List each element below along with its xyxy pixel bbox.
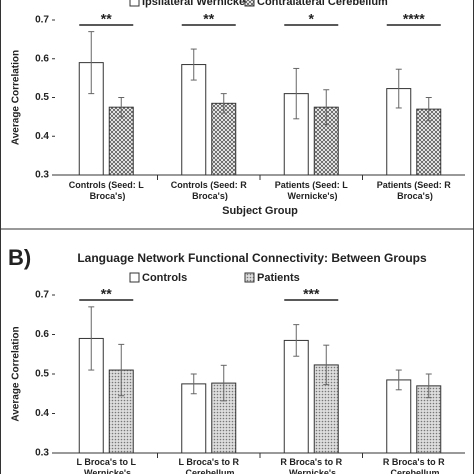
significance-label: ** bbox=[101, 286, 112, 302]
error-bar bbox=[88, 31, 95, 95]
error-bar bbox=[293, 324, 300, 357]
error-bar bbox=[425, 97, 432, 122]
bar bbox=[108, 106, 134, 176]
legend-swatch bbox=[129, 0, 140, 7]
bar bbox=[416, 108, 442, 176]
bar bbox=[181, 64, 207, 176]
x-tick-label: R Broca's to R Cerebellum bbox=[383, 457, 445, 474]
y-tick-label: 0.5 bbox=[35, 92, 49, 103]
error-bar bbox=[323, 89, 330, 126]
error-bar bbox=[118, 97, 125, 118]
y-tick-label: 0.4 bbox=[35, 131, 49, 142]
y-tick-label: 0.7 bbox=[35, 15, 49, 26]
legend-label: Contralateral Cerebellum bbox=[257, 0, 388, 8]
y-tick-label: 0.3 bbox=[35, 448, 49, 459]
x-tick-label: L Broca's to L Wernicke's bbox=[77, 457, 137, 474]
y-axis-label: Average Correlation bbox=[11, 50, 22, 145]
y-tick-label: 0.3 bbox=[35, 170, 49, 181]
x-axis-label: Subject Group bbox=[222, 205, 298, 217]
error-bar bbox=[220, 93, 227, 114]
y-tick-label: 0.6 bbox=[35, 53, 49, 64]
y-axis-label: Average Correlation bbox=[11, 326, 22, 421]
error-bar bbox=[395, 369, 402, 391]
x-tick-label: R Broca's to R Wernicke's bbox=[280, 457, 342, 474]
bar bbox=[211, 102, 237, 176]
significance-label: ** bbox=[101, 11, 112, 27]
significance-label: **** bbox=[403, 11, 425, 27]
y-tick-label: 0.5 bbox=[35, 369, 49, 380]
x-tick-label: Controls (Seed: L Broca's) bbox=[69, 180, 145, 201]
x-tick-label: Controls (Seed: R Broca's) bbox=[171, 180, 248, 201]
significance-label: * bbox=[309, 11, 315, 27]
error-bar bbox=[395, 68, 402, 109]
y-tick-label: 0.7 bbox=[35, 290, 49, 301]
error-bar bbox=[220, 364, 227, 402]
bar bbox=[386, 379, 412, 454]
error-bar bbox=[190, 48, 197, 81]
legend-swatch bbox=[244, 272, 255, 283]
error-bar bbox=[88, 306, 95, 371]
x-tick-label: L Broca's to R Cerebellum bbox=[179, 457, 240, 474]
legend-label: Patients bbox=[257, 272, 300, 284]
y-tick-label: 0.6 bbox=[35, 329, 49, 340]
chart-title: Language Network Functional Connectivity… bbox=[77, 251, 427, 265]
legend-label: Controls bbox=[142, 272, 187, 284]
y-tick-label: 0.4 bbox=[35, 408, 49, 419]
panel-label: B) bbox=[8, 245, 31, 270]
error-bar bbox=[293, 67, 300, 120]
legend-label: Ipsilateral Wernicke's bbox=[142, 0, 254, 8]
error-bar bbox=[323, 344, 330, 386]
x-tick-label: Patients (Seed: R Broca's) bbox=[377, 180, 452, 201]
error-bar bbox=[190, 373, 197, 395]
legend-swatch bbox=[244, 0, 255, 7]
error-bar bbox=[118, 343, 125, 397]
bar bbox=[181, 383, 207, 454]
significance-label: ** bbox=[203, 11, 214, 27]
bar bbox=[283, 339, 309, 454]
legend-swatch bbox=[129, 272, 140, 283]
x-tick-label: Patients (Seed: L Wernicke's) bbox=[275, 180, 349, 201]
significance-label: *** bbox=[303, 286, 320, 302]
error-bar bbox=[425, 373, 432, 399]
